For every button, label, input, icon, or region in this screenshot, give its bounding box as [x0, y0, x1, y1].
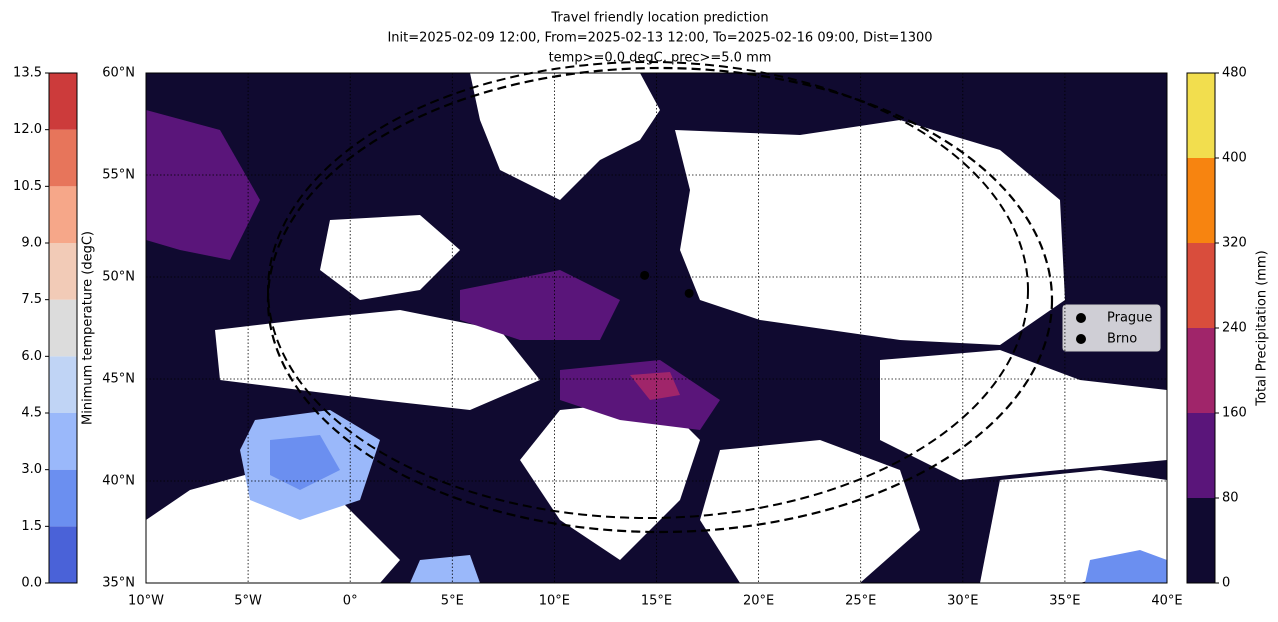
x-tick-label: 40°E — [1151, 594, 1182, 609]
colorbar-segment — [49, 186, 77, 243]
x-tick-label: 10°E — [539, 594, 570, 609]
colorbar-segment — [1187, 158, 1215, 243]
title-line: temp>=0.0 degC, prec>=5.0 mm — [549, 51, 772, 66]
x-tick-label: 5°E — [441, 594, 464, 609]
title-line: Travel friendly location prediction — [550, 11, 768, 26]
y-tick-label: 60°N — [102, 66, 135, 81]
colorbar-tick-label: 7.5 — [21, 292, 42, 307]
colorbar-segment — [1187, 73, 1215, 158]
colorbar-segment — [49, 469, 77, 527]
y-tick-label: 50°N — [102, 270, 135, 285]
colorbar-segment — [49, 526, 77, 583]
colorbar-tick-label: 4.5 — [21, 406, 42, 421]
y-tick-label: 40°N — [102, 474, 135, 489]
x-tick-label: 0° — [343, 594, 358, 609]
colorbar-tick-label: 1.5 — [21, 519, 42, 534]
colorbar-tick-label: 400 — [1222, 151, 1247, 166]
colorbar-tick-label: 13.5 — [13, 66, 42, 81]
title-line: Init=2025-02-09 12:00, From=2025-02-13 1… — [387, 31, 932, 46]
colorbar-tick-label: 10.5 — [13, 179, 42, 194]
colorbar-frame — [48, 72, 78, 584]
y-tick-label: 55°N — [102, 168, 135, 183]
x-tick-label: 15°E — [641, 594, 672, 609]
x-tick-label: 30°E — [947, 594, 978, 609]
x-tick-label: 25°E — [845, 594, 876, 609]
colorbar-segment — [49, 299, 77, 357]
colorbar-tick-label: 6.0 — [21, 349, 42, 364]
x-tick-label: 10°W — [128, 594, 164, 609]
colorbar-tick-label: 0 — [1222, 576, 1230, 591]
colorbar-segment — [1187, 243, 1215, 328]
colorbar-segment — [1187, 328, 1215, 413]
colorbar-segment — [49, 413, 77, 470]
colorbar-tick-label: 9.0 — [21, 236, 42, 251]
colorbar-segment — [1187, 498, 1215, 583]
y-tick-label: 35°N — [102, 576, 135, 591]
distance-circle — [267, 61, 1029, 519]
colorbar-tick-label: 320 — [1222, 236, 1247, 251]
legend-label: Prague — [1107, 311, 1152, 326]
colorbar-segment — [49, 73, 77, 130]
colorbar-tick-label: 12.0 — [13, 122, 42, 137]
colorbar-tick-label: 160 — [1222, 406, 1247, 421]
colorbar-segment — [49, 129, 77, 187]
legend — [1062, 304, 1161, 352]
colorbar-tick-label: 3.0 — [21, 462, 42, 477]
city-marker — [684, 288, 694, 298]
x-tick-label: 20°E — [743, 594, 774, 609]
legend-marker — [1076, 313, 1086, 323]
map-fill — [146, 73, 1167, 583]
legend-label: Brno — [1107, 332, 1137, 347]
colorbar-segment — [1187, 413, 1215, 498]
colorbar-tick-label: 480 — [1222, 66, 1247, 81]
colorbar-tick-label: 80 — [1222, 491, 1239, 506]
colorbar-tick-label: 240 — [1222, 321, 1247, 336]
colorbar-tick-label: 0.0 — [21, 576, 42, 591]
y-tick-label: 45°N — [102, 372, 135, 387]
legend-marker — [1076, 334, 1086, 344]
colorbar-segment — [49, 356, 77, 413]
colorbar-label: Total Precipitation (mm) — [1255, 250, 1270, 406]
x-tick-label: 5°W — [234, 594, 262, 609]
colorbar-label: Minimum temperature (degC) — [81, 231, 96, 425]
colorbar-segment — [49, 243, 77, 300]
city-marker — [640, 270, 650, 280]
x-tick-label: 35°E — [1049, 594, 1080, 609]
